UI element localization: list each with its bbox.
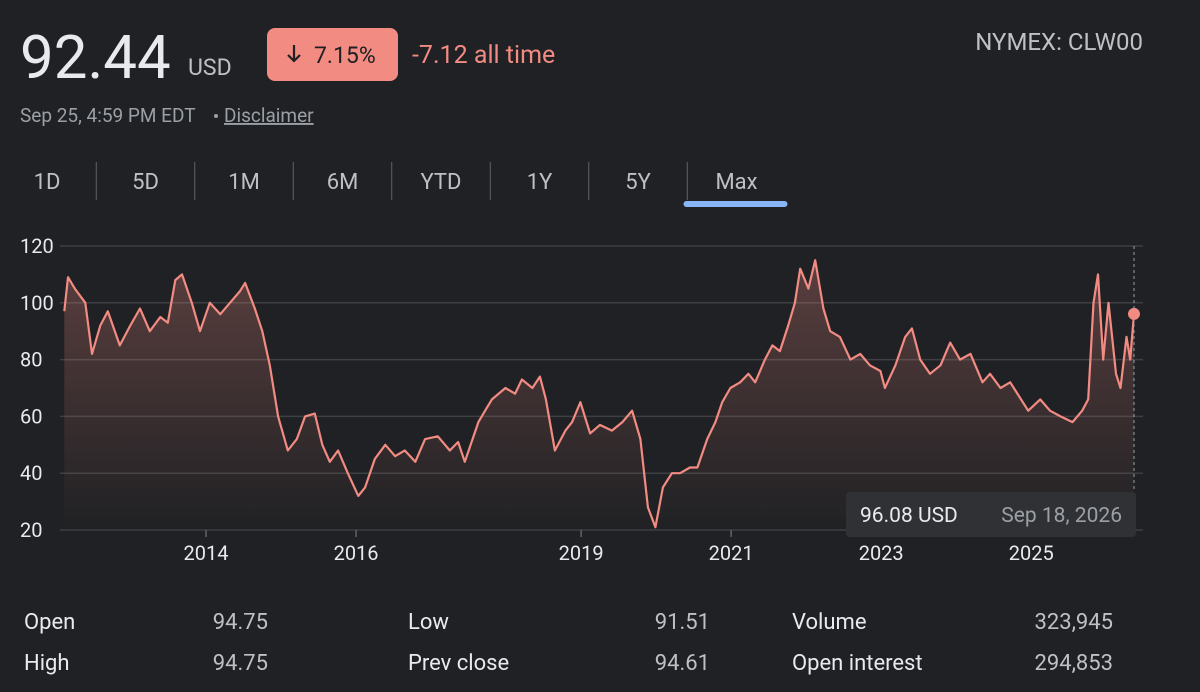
range-tabs: 1D 5D 1M 6M YTD 1Y 5Y Max [34, 162, 788, 207]
stat-value: 294,853 [1034, 651, 1113, 676]
down-arrow [287, 45, 301, 63]
stat-value: 94.75 [213, 651, 268, 676]
all-time-change: -7.12 all time [412, 41, 555, 70]
stat-label: Prev close [408, 651, 509, 676]
range-tab[interactable]: 5Y [625, 170, 651, 195]
price-area [64, 260, 1134, 530]
range-tab[interactable]: 1D [34, 170, 61, 195]
timestamp: Sep 25, 4:59 PM EDT [20, 104, 196, 127]
disclaimer-link[interactable]: Disclaimer [224, 104, 314, 127]
stats-table: Open 94.75 Low 91.51 Volume 323,945 High 94.75 P… [24, 610, 1113, 676]
x-tick-label: 2019 [559, 541, 604, 565]
price-line [63, 259, 1136, 529]
stat-value: 323,945 [1034, 610, 1113, 635]
price-chart: 20 40 60 80 100 120 2014 2016 2019 2021 2023 2025 96… [20, 234, 1143, 565]
tooltip-unit: USD [918, 504, 958, 528]
change-percent: 7.15% [314, 42, 376, 69]
y-tick-label: 60 [20, 404, 42, 428]
stat-label: Volume [792, 610, 867, 635]
currency: USD [188, 54, 232, 81]
stat-label: Low [408, 610, 449, 635]
tooltip-date: Sep 18, 2026 [1001, 504, 1122, 528]
range-tab[interactable]: Max [715, 170, 757, 195]
ticker: NYMEX: CLW00 [975, 28, 1143, 56]
y-tick-label: 20 [20, 518, 42, 542]
range-tab[interactable]: 6M [327, 170, 359, 195]
x-tick-label: 2021 [709, 541, 754, 565]
range-tab[interactable]: 5D [132, 170, 159, 195]
x-tick-label: 2025 [1009, 541, 1054, 565]
y-tick-label: 100 [20, 291, 54, 315]
x-tick-label: 2016 [334, 541, 379, 565]
range-tab[interactable]: YTD [421, 170, 462, 195]
y-tick-label: 40 [20, 461, 42, 485]
tooltip-value-number: 96.08 [860, 504, 913, 528]
tooltip-value: 96.08 USD [860, 504, 958, 528]
stat-label: High [24, 651, 70, 676]
y-tick-label: 120 [20, 234, 54, 258]
stat-value: 94.61 [655, 651, 710, 676]
stat-value: 91.51 [655, 610, 710, 635]
range-tab[interactable]: 1M [228, 170, 260, 195]
range-tab[interactable]: 1Y [527, 170, 553, 195]
stat-label: Open interest [792, 651, 923, 676]
stat-value: 94.75 [213, 610, 268, 635]
x-tick-label: 2014 [184, 541, 229, 565]
tooltip-box [846, 492, 1136, 537]
tab-indicator [683, 201, 788, 207]
y-tick-label: 80 [20, 348, 42, 372]
price: 92.44 [20, 22, 171, 93]
stat-label: Open [24, 610, 75, 635]
x-tick-label: 2023 [859, 541, 904, 565]
change-badge [267, 28, 398, 81]
separator-dot [214, 114, 218, 118]
hover-point [1127, 307, 1140, 320]
